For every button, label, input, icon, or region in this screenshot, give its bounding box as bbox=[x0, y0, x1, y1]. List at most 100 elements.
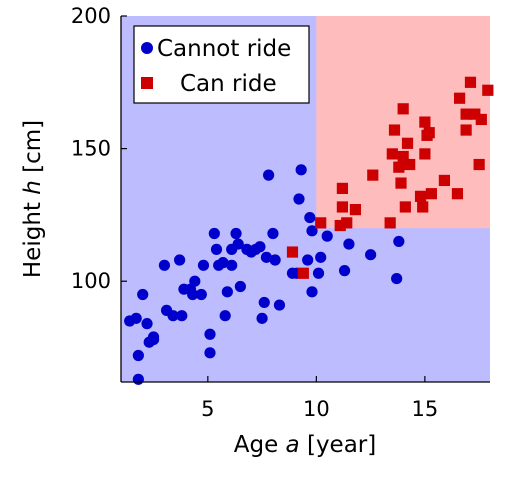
x-tick-label: 10 bbox=[303, 397, 330, 421]
point-cannot-ride bbox=[258, 296, 270, 309]
point-cannot-ride bbox=[219, 310, 231, 322]
y-axis-label: Height h [cm] bbox=[20, 120, 46, 278]
point-cannot-ride bbox=[226, 259, 238, 271]
point-cannot-ride bbox=[132, 349, 144, 362]
point-cannot-ride bbox=[204, 328, 216, 340]
point-cannot-ride bbox=[306, 286, 318, 298]
point-cannot-ride bbox=[208, 227, 220, 240]
point-cannot-ride bbox=[312, 267, 325, 279]
point-can-ride bbox=[334, 219, 346, 232]
point-can-ride bbox=[393, 161, 405, 173]
point-can-ride bbox=[297, 267, 309, 279]
point-cannot-ride bbox=[321, 230, 333, 242]
point-can-ride bbox=[464, 76, 477, 88]
point-can-ride bbox=[425, 188, 437, 200]
point-can-ride bbox=[469, 108, 481, 120]
point-can-ride bbox=[482, 84, 494, 96]
point-cannot-ride bbox=[210, 243, 223, 255]
point-can-ride bbox=[349, 204, 362, 216]
point-cannot-ride bbox=[189, 275, 201, 287]
point-can-ride bbox=[395, 177, 407, 189]
point-cannot-ride bbox=[263, 169, 275, 181]
point-cannot-ride bbox=[195, 288, 207, 301]
point-can-ride bbox=[397, 103, 409, 115]
point-cannot-ride bbox=[187, 288, 199, 301]
point-can-ride bbox=[475, 113, 487, 126]
point-cannot-ride bbox=[293, 193, 305, 205]
point-cannot-ride bbox=[221, 286, 233, 298]
legend-marker-can-ride bbox=[141, 77, 153, 89]
point-can-ride bbox=[286, 246, 299, 258]
point-cannot-ride bbox=[137, 288, 149, 301]
series-cannot-ride bbox=[124, 164, 405, 385]
point-cannot-ride bbox=[174, 254, 186, 266]
point-cannot-ride bbox=[158, 259, 171, 271]
point-cannot-ride bbox=[230, 227, 242, 240]
point-cannot-ride bbox=[304, 211, 316, 224]
point-cannot-ride bbox=[267, 227, 279, 240]
point-cannot-ride bbox=[167, 310, 179, 322]
point-can-ride bbox=[419, 148, 431, 160]
point-can-ride bbox=[423, 127, 435, 139]
legend: Cannot ride Can ride bbox=[133, 25, 310, 104]
point-cannot-ride bbox=[393, 235, 405, 248]
series-can-ride bbox=[286, 76, 494, 279]
point-cannot-ride bbox=[260, 251, 273, 263]
point-cannot-ride bbox=[256, 312, 268, 324]
point-cannot-ride bbox=[315, 251, 327, 263]
point-cannot-ride bbox=[338, 265, 351, 277]
point-can-ride bbox=[399, 201, 411, 213]
point-can-ride bbox=[397, 150, 409, 163]
point-cannot-ride bbox=[302, 254, 314, 266]
point-can-ride bbox=[336, 201, 348, 213]
data-points bbox=[124, 76, 494, 385]
x-axis-label: Age a [year] bbox=[234, 432, 376, 458]
axes bbox=[120, 16, 490, 383]
point-can-ride bbox=[460, 108, 472, 120]
point-cannot-ride bbox=[343, 238, 355, 250]
point-can-ride bbox=[388, 124, 401, 136]
point-can-ride bbox=[438, 174, 451, 187]
region-can-ride bbox=[316, 16, 490, 229]
point-can-ride bbox=[401, 137, 414, 149]
y-tick-label: 200 bbox=[71, 4, 111, 28]
legend-label-can-ride: Can ride bbox=[180, 71, 277, 97]
point-cannot-ride bbox=[176, 310, 188, 322]
point-can-ride bbox=[386, 148, 398, 160]
point-cannot-ride bbox=[306, 225, 318, 237]
point-cannot-ride bbox=[204, 347, 216, 359]
point-cannot-ride bbox=[391, 272, 403, 285]
point-can-ride bbox=[336, 182, 348, 194]
point-can-ride bbox=[454, 92, 466, 104]
legend-box bbox=[133, 25, 310, 104]
point-cannot-ride bbox=[147, 333, 160, 346]
point-can-ride bbox=[419, 116, 431, 128]
point-cannot-ride bbox=[234, 280, 246, 293]
point-can-ride bbox=[315, 217, 327, 229]
point-can-ride bbox=[384, 217, 396, 229]
point-cannot-ride bbox=[269, 254, 281, 266]
point-cannot-ride bbox=[232, 238, 244, 250]
point-can-ride bbox=[414, 190, 427, 202]
point-cannot-ride bbox=[254, 241, 266, 253]
point-can-ride bbox=[341, 217, 353, 229]
point-cannot-ride bbox=[295, 164, 307, 176]
x-tick-label: 5 bbox=[201, 397, 214, 421]
point-cannot-ride bbox=[273, 299, 286, 311]
y-tick-label: 100 bbox=[71, 269, 111, 293]
point-can-ride bbox=[367, 169, 379, 181]
legend-marker-cannot-ride bbox=[141, 42, 153, 54]
point-can-ride bbox=[417, 201, 429, 213]
point-can-ride bbox=[404, 158, 416, 171]
point-cannot-ride bbox=[217, 257, 229, 269]
y-tick-label: 150 bbox=[71, 137, 111, 161]
point-can-ride bbox=[451, 188, 464, 200]
x-tick-label: 15 bbox=[412, 397, 439, 421]
point-cannot-ride bbox=[130, 312, 142, 324]
legend-label-cannot-ride: Cannot ride bbox=[157, 36, 291, 62]
point-cannot-ride bbox=[197, 259, 210, 271]
point-cannot-ride bbox=[365, 249, 377, 261]
point-can-ride bbox=[473, 158, 485, 171]
ticks: 5 10 15 100 150 200 bbox=[71, 4, 438, 421]
